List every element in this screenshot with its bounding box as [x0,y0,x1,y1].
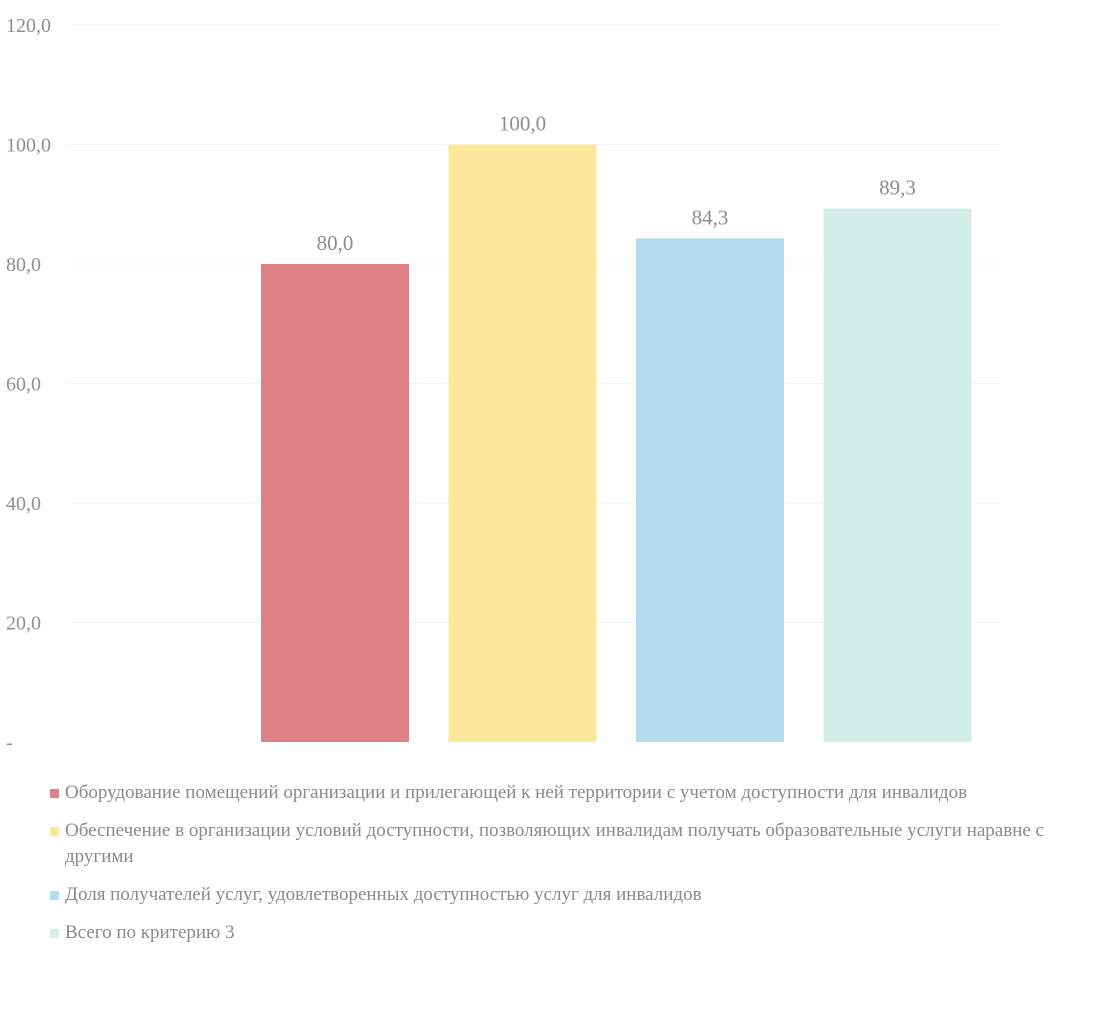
legend-swatch [50,891,59,900]
y-tick-label: 40,0 [6,493,41,515]
legend-item: Обеспечение в организации условий доступ… [50,818,1095,870]
y-axis: - 20,0 40,0 60,0 80,0 100,0 120,0 [6,15,51,754]
y-tick-label: 60,0 [6,374,41,396]
legend-swatch [50,827,59,836]
legend-swatch [50,789,59,798]
legend-item: Всего по критерию 3 [50,920,1095,946]
legend-item: Оборудование помещений организации и при… [50,780,1095,806]
legend-label: Доля получателей услуг, удовлетворенных … [65,884,702,905]
bar [261,264,409,742]
bar-chart: - 20,0 40,0 60,0 80,0 100,0 120,0 80,0 100,0 84,… [6,15,1000,754]
bar [636,238,784,742]
y-tick-label: 20,0 [6,613,41,635]
legend-swatch [50,929,59,938]
bar-value-label: 100,0 [499,112,546,136]
bar [448,144,597,742]
legend-label: Всего по критерию 3 [65,922,235,943]
bar-value-label: 89,3 [879,175,916,199]
y-tick-label: 80,0 [6,254,41,276]
bar [823,208,972,742]
legend-label: Обеспечение в организации условий доступ… [65,820,1044,867]
bars [261,144,972,742]
legend: Оборудование помещений организации и при… [50,780,1095,958]
bar-data-labels: 80,0 100,0 84,3 89,3 [317,112,916,256]
bar-value-label: 80,0 [317,231,354,255]
legend-item: Доля получателей услуг, удовлетворенных … [50,882,1095,908]
legend-label: Оборудование помещений организации и при… [65,782,968,803]
y-tick-label: - [6,732,13,754]
bar-value-label: 84,3 [692,205,729,229]
y-tick-label: 100,0 [6,135,51,157]
y-tick-label: 120,0 [6,15,51,37]
